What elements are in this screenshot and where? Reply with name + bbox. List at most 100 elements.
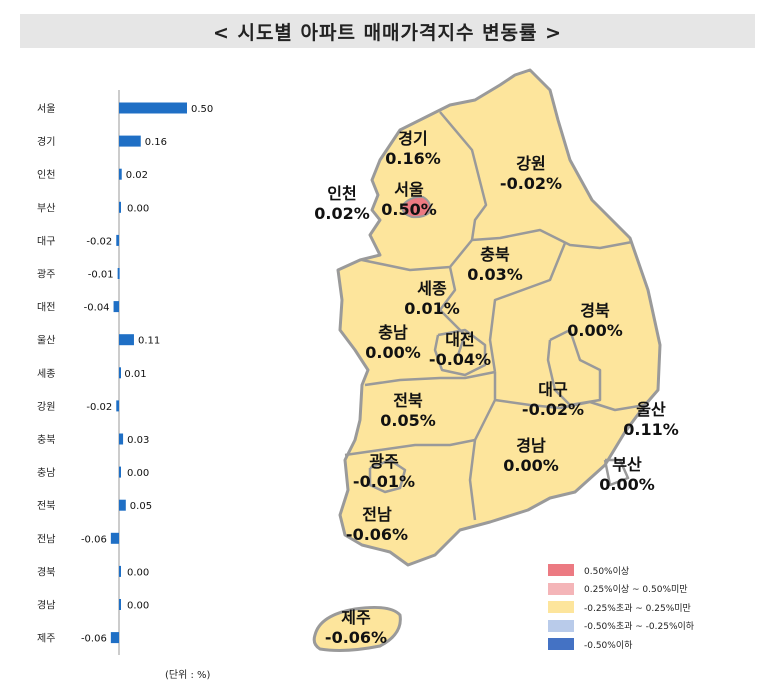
map-label: 전북 0.05% (380, 391, 436, 431)
value-label: 0.16 (145, 137, 167, 148)
region-value: 0.00% (567, 321, 623, 340)
region-value: -0.06% (345, 525, 409, 544)
border-chungbuk-gyeongbuk (488, 242, 567, 373)
map-label: 대전 -0.04% (429, 330, 491, 370)
category-label: 전북 (37, 500, 55, 512)
value-label: 0.00 (127, 601, 149, 612)
border-chungnam-jeonbuk (364, 370, 496, 387)
border-gyeonggi-south (361, 239, 473, 272)
legend-item: -0.25%초과 ~ 0.25%미만 (548, 598, 694, 617)
category-label: 충북 (37, 434, 55, 446)
map-label: 경남 0.00% (503, 436, 559, 476)
region-name: 광주 (369, 452, 399, 471)
region-value: 0.16% (385, 149, 441, 168)
region-name: 충북 (480, 245, 510, 264)
category-label: 경북 (37, 565, 55, 578)
legend-swatch (548, 582, 574, 595)
region-value: -0.01% (352, 472, 416, 491)
region-name: 인천 (327, 184, 357, 203)
legend-swatch (548, 564, 574, 577)
map-label: 광주 -0.01% (353, 452, 415, 492)
legend-label: -0.50%초과 ~ -0.25%이하 (584, 622, 695, 633)
bar (119, 102, 187, 114)
bar (119, 168, 122, 180)
legend-item: -0.50%초과 ~ -0.25%이하 (548, 617, 694, 636)
bar (117, 268, 120, 279)
value-label: 0.00 (127, 203, 149, 214)
region-name: 경남 (516, 436, 546, 455)
bar (119, 599, 121, 610)
region-name: 대전 (445, 330, 475, 349)
value-label: -0.06 (81, 634, 107, 645)
legend-label: 0.25%이상 ~ 0.50%미만 (584, 585, 688, 596)
seoul-region (400, 195, 432, 219)
region-value: 0.50% (381, 200, 437, 219)
value-label: 0.05 (130, 501, 152, 512)
region-name: 전남 (362, 505, 392, 524)
legend-swatch (548, 601, 574, 614)
region-value: -0.04% (428, 350, 492, 369)
category-label: 충남 (37, 467, 55, 479)
category-label: 강원 (37, 401, 55, 413)
map-label: 전남 -0.06% (346, 505, 408, 545)
region-name: 경북 (580, 301, 610, 320)
mainland-outline (336, 68, 662, 567)
map-label: 충남 0.00% (365, 323, 421, 363)
value-label: -0.02 (86, 402, 112, 413)
legend-swatch (548, 619, 574, 632)
region-name: 경기 (398, 129, 428, 148)
region-name: 충남 (378, 323, 408, 342)
chart-title: < 시도별 아파트 매매가격지수 변동률 > (20, 14, 755, 48)
map-label: 대구 -0.02% (522, 380, 584, 420)
category-label: 경기 (37, 135, 55, 148)
value-label: 0.00 (127, 567, 149, 578)
category-label: 인천 (37, 169, 55, 181)
value-label: -0.01 (88, 270, 114, 281)
region-value: 0.01% (404, 299, 460, 318)
legend-item: 0.50%이상 (548, 561, 694, 580)
korea-map (312, 68, 662, 652)
legend-label: 0.50%이상 (584, 566, 630, 577)
border-gyeonggi-gangwon (439, 111, 488, 241)
region-value: 0.11% (623, 420, 679, 439)
region-value: 0.00% (365, 343, 421, 362)
border-jeonbuk-jeonnam (344, 438, 476, 457)
legend-swatch (548, 638, 574, 651)
value-label: 0.00 (127, 468, 149, 479)
value-label: 0.01 (124, 369, 146, 380)
category-label: 울산 (37, 335, 55, 347)
value-label: 0.11 (138, 336, 160, 347)
region-value: -0.06% (324, 628, 388, 647)
legend: 0.50%이상 0.25%이상 ~ 0.50%미만 -0.25%초과 ~ 0.2… (548, 561, 694, 654)
category-label: 전남 (37, 533, 55, 545)
value-label: -0.06 (81, 534, 107, 545)
category-label: 서울 (37, 103, 55, 115)
category-label: 제주 (37, 633, 55, 645)
region-value: 0.05% (380, 411, 436, 430)
legend-item: 0.25%이상 ~ 0.50%미만 (548, 580, 694, 599)
map-label: 경기 0.16% (385, 129, 441, 169)
jeju-island (312, 606, 402, 652)
value-label: -0.04 (84, 303, 110, 314)
value-label: 0.02 (126, 170, 148, 181)
value-label: -0.02 (86, 236, 112, 247)
region-value: 0.02% (314, 204, 370, 223)
value-label: 0.50 (191, 104, 213, 115)
value-label: 0.03 (127, 435, 149, 446)
region-value: -0.02% (521, 400, 585, 419)
legend-label: -0.50%이하 (584, 640, 633, 651)
region-name: 전북 (393, 391, 423, 410)
border-gangwon-chungbuk-gyeongbuk (471, 228, 633, 250)
border-west-east-south (468, 372, 497, 521)
map-label: 울산 0.11% (623, 400, 679, 440)
bar (119, 499, 126, 511)
region-value: 0.03% (467, 265, 523, 284)
unit-note: (단위 : %) (165, 670, 211, 681)
region-name: 제주 (341, 608, 371, 627)
bar (119, 201, 121, 213)
bar (119, 367, 121, 379)
category-label: 세종 (37, 368, 55, 380)
map-label: 경북 0.00% (567, 301, 623, 341)
category-label: 대전 (37, 302, 55, 314)
region-name: 부산 (612, 455, 642, 474)
